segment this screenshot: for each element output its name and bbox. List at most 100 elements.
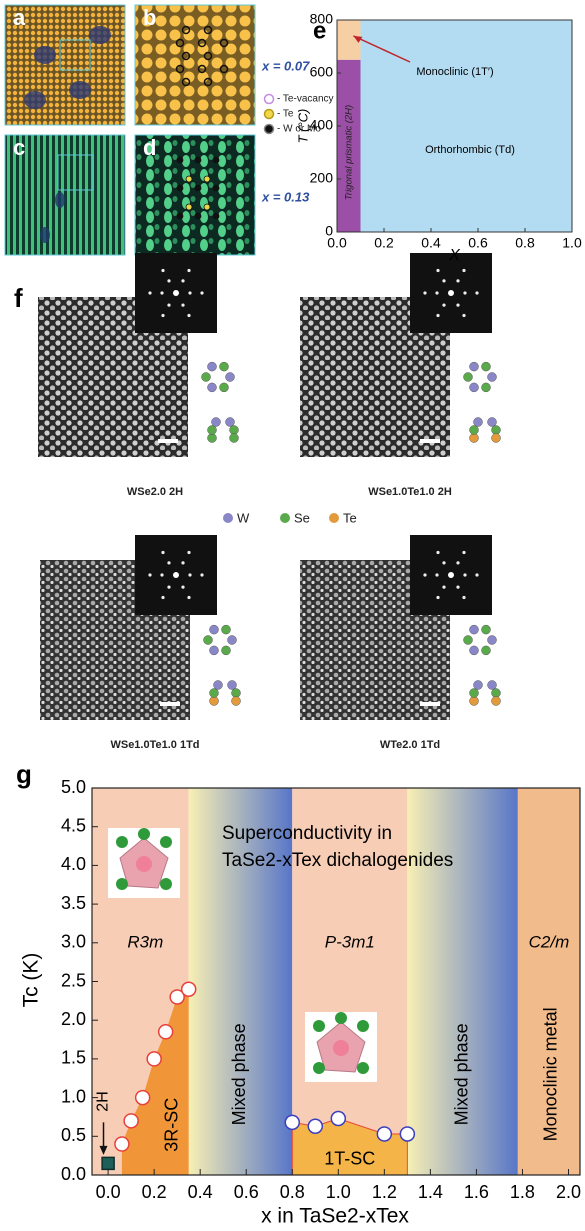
fft-spot [456, 304, 459, 307]
panel-label: a [13, 5, 26, 30]
crystal-atom [313, 1062, 325, 1074]
molecule-atom [232, 697, 241, 706]
atom-marker [213, 213, 219, 219]
x-tick-label: 1.4 [418, 1182, 443, 1202]
molecule-atom [470, 426, 479, 435]
x-tick-label: 0.6 [468, 235, 488, 251]
y-tick-label: 1.0 [61, 1086, 86, 1106]
data-point [124, 1114, 138, 1128]
data-point [182, 982, 196, 996]
y-axis-label: Tc (K) [20, 953, 43, 1008]
molecule-atom [474, 681, 483, 690]
fft-spot [436, 596, 439, 599]
region-label: Trigonal prismatic (2H) [343, 105, 354, 200]
composition: x = 0.07 [261, 58, 310, 73]
panel-label: c [13, 135, 25, 160]
molecule-atom [228, 636, 237, 645]
y-tick-label: 5.0 [61, 777, 86, 797]
x-tick-label: 1.2 [372, 1182, 397, 1202]
fft-spot [456, 586, 459, 589]
image-caption: WSe1.0Te1.0 2H [368, 486, 452, 498]
molecule-atom [212, 418, 221, 427]
vacancy-blotch [34, 46, 56, 64]
fft-spot [181, 586, 184, 589]
x-tick-label: 1.6 [464, 1182, 489, 1202]
legend-label: - Te-vacancy [277, 94, 334, 105]
x-tick-label: 0.2 [374, 235, 394, 251]
data-point [159, 1025, 173, 1039]
molecule-atom [482, 362, 491, 371]
molecule-atom [230, 426, 239, 435]
panel-label: e [313, 17, 326, 44]
fft-spot [148, 291, 151, 294]
fft-center [448, 572, 454, 578]
legend-icon [265, 110, 274, 119]
panel-label: b [143, 5, 156, 30]
fft-spot [181, 279, 184, 282]
fft-spot [161, 596, 164, 599]
legend-label: Te [343, 510, 357, 525]
fft-spot [188, 291, 191, 294]
image-caption: WSe1.0Te1.0 1Td [110, 739, 199, 751]
atom-marker [186, 176, 192, 182]
data-point [115, 1137, 129, 1151]
x-tick-label: 0.8 [280, 1182, 305, 1202]
fft-spot [456, 561, 459, 564]
vacancy-blotch [89, 26, 111, 44]
molecule-atom [470, 362, 479, 371]
y-tick-label: 3.5 [61, 893, 86, 913]
x-tick-label: 0.4 [188, 1182, 213, 1202]
image-caption: WTe2.0 1Td [380, 739, 440, 751]
molecule-atom [470, 646, 479, 655]
vacancy-blotch [24, 91, 46, 109]
image-caption: WSe2.0 2H [127, 486, 183, 498]
x-axis-label: X [448, 247, 461, 264]
molecule-atom [208, 434, 217, 443]
fft-center [173, 290, 179, 296]
molecule-atom [208, 383, 217, 392]
series-label: 3R-SC [161, 1098, 181, 1152]
y-tick-label: 2.5 [61, 970, 86, 990]
fft-spot [423, 573, 426, 576]
fft-center [173, 572, 179, 578]
panel-label: d [143, 135, 156, 160]
fft-spot [167, 586, 170, 589]
molecule-atom [230, 434, 239, 443]
molecule-atom [470, 689, 479, 698]
vacancy-blotch [55, 192, 65, 208]
fft-spot [200, 573, 203, 576]
scale-bar [158, 439, 178, 443]
legend-icon [329, 513, 339, 523]
fft-spot [462, 314, 465, 317]
molecule-atom [482, 383, 491, 392]
y-tick-label: 1.5 [61, 1048, 86, 1068]
region-label: Orthorhombic (Td) [425, 144, 515, 156]
legend-label: Se [294, 510, 310, 525]
molecule-atom [202, 373, 211, 382]
legend-icon [265, 125, 274, 134]
x-tick-label: 2.0 [556, 1182, 581, 1202]
fft-spot [475, 291, 478, 294]
x-tick-label: 0.2 [142, 1182, 167, 1202]
molecule-atom [222, 625, 231, 634]
molecule-atom [208, 362, 217, 371]
fft-spot [188, 573, 191, 576]
fft-spot [423, 291, 426, 294]
molecule-atom [228, 681, 237, 690]
molecule-atom [470, 434, 479, 443]
x-tick-label: 1.0 [326, 1182, 351, 1202]
crystal-atom [116, 836, 128, 848]
x-tick-label: 1.0 [562, 235, 582, 251]
fft-spot [200, 291, 203, 294]
molecule-atom [492, 689, 501, 698]
fft-spot [181, 304, 184, 307]
molecule-atom [488, 418, 497, 427]
chart-title: TaSe2-xTex dichalogenides [222, 850, 453, 871]
fft-spot [148, 573, 151, 576]
molecule-atom [222, 646, 231, 655]
fft-spot [161, 314, 164, 317]
x-tick-label: 0.6 [234, 1182, 259, 1202]
fft-spot [436, 314, 439, 317]
atom-marker [204, 176, 210, 182]
data-point [147, 1052, 161, 1066]
